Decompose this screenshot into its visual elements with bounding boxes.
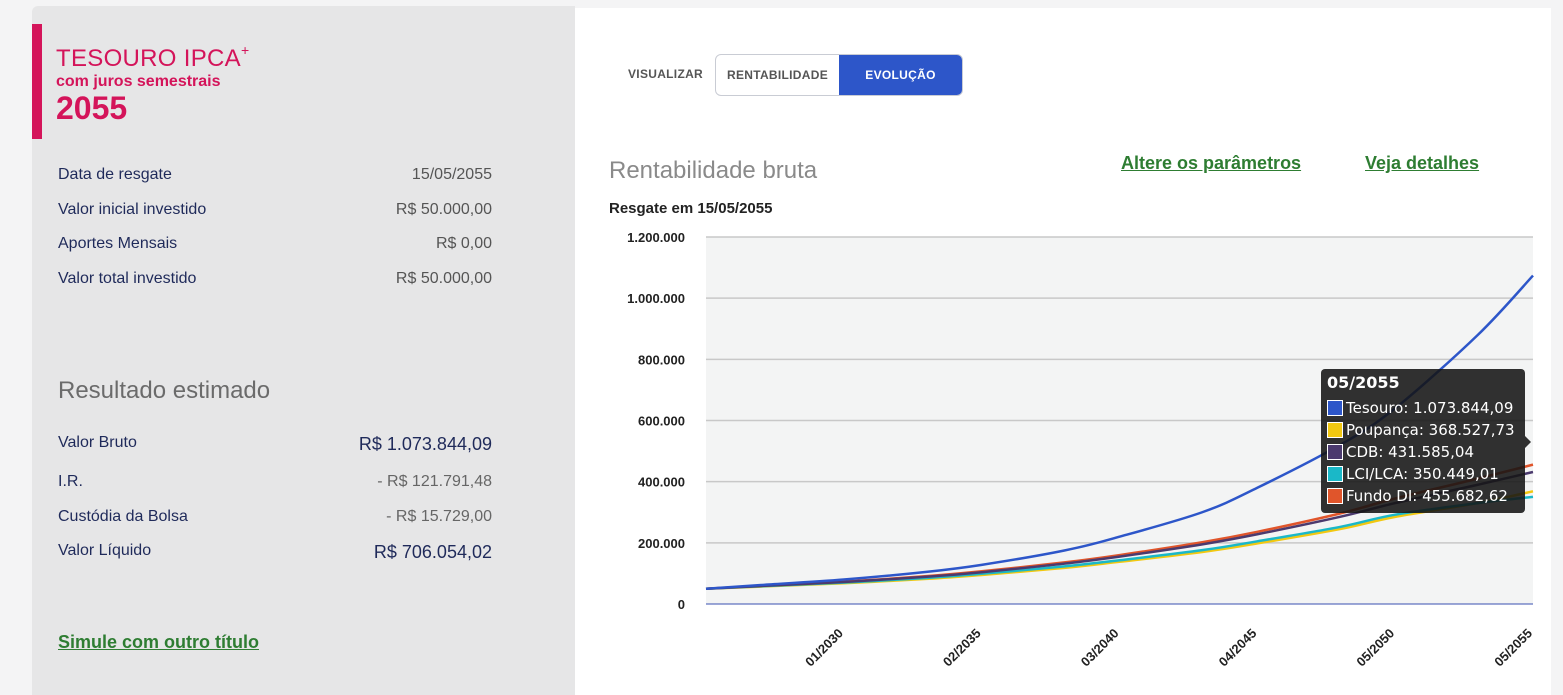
info-value: 15/05/2055 xyxy=(411,166,492,183)
result-label: Custódia da Bolsa xyxy=(58,508,188,525)
y-tick-label: 400.000 xyxy=(638,475,685,490)
tooltip-row-tesouro: Tesouro: 1.073.844,09 xyxy=(1327,399,1513,417)
product-year: 2055 xyxy=(56,90,128,126)
info-label: Valor total investido xyxy=(58,270,197,287)
title-accent-bar xyxy=(32,24,42,139)
tooltip-text: Tesouro: 1.073.844,09 xyxy=(1346,399,1514,417)
tooltip-row-cdb: CDB: 431.585,04 xyxy=(1327,443,1474,461)
result-value: - R$ 121.791,48 xyxy=(377,473,492,490)
x-tick-label: 03/2040 xyxy=(1078,626,1122,670)
product-subtitle: com juros semestrais xyxy=(56,73,221,90)
tooltip-caret xyxy=(1525,436,1531,448)
info-value: R$ 50.000,00 xyxy=(395,270,492,287)
chart-tooltip: 05/2055 Tesouro: 1.073.844,09 Poupança: … xyxy=(1321,369,1531,513)
x-tick-label: 02/2035 xyxy=(940,626,984,670)
tooltip-text: CDB: 431.585,04 xyxy=(1346,443,1475,461)
visualize-label: VISUALIZAR xyxy=(628,67,703,81)
simulate-other-title-link[interactable]: Simule com outro título xyxy=(58,632,259,652)
tooltip-swatch xyxy=(1327,466,1343,482)
y-tick-label: 0 xyxy=(678,597,685,612)
x-tick-label: 01/2030 xyxy=(802,626,846,670)
tooltip-text: Poupança: 368.527,73 xyxy=(1346,421,1515,439)
change-parameters-link[interactable]: Altere os parâmetros xyxy=(1121,153,1302,173)
tooltip-row-fundo-di: Fundo DI: 455.682,62 xyxy=(1327,487,1508,505)
x-tick-label: 05/2055 xyxy=(1491,626,1535,670)
tooltip-text: LCI/LCA: 350.449,01 xyxy=(1346,465,1499,483)
x-tick-label: 05/2050 xyxy=(1353,626,1397,670)
tooltip-row-poupanca: Poupança: 368.527,73 xyxy=(1327,421,1515,439)
info-label: Aportes Mensais xyxy=(58,235,178,252)
y-tick-label: 1.000.000 xyxy=(627,291,685,306)
chart-title: Rentabilidade bruta xyxy=(609,157,818,184)
product-title: TESOURO IPCA+ xyxy=(56,42,250,72)
y-tick-label: 200.000 xyxy=(638,536,685,551)
tooltip-text: Fundo DI: 455.682,62 xyxy=(1346,487,1508,505)
result-heading: Resultado estimado xyxy=(58,377,271,404)
chart-subtitle: Resgate em 15/05/2055 xyxy=(609,200,773,217)
toggle-rentabilidade-button[interactable]: RENTABILIDADE xyxy=(726,68,828,82)
result-value: - R$ 15.729,00 xyxy=(386,508,492,525)
result-value: R$ 1.073.844,09 xyxy=(358,434,492,454)
tooltip-title: 05/2055 xyxy=(1327,373,1400,392)
y-tick-label: 600.000 xyxy=(638,414,685,429)
tooltip-swatch xyxy=(1327,422,1343,438)
result-label: Valor Bruto xyxy=(58,434,137,451)
result-label: Valor Líquido xyxy=(58,542,152,559)
tooltip-swatch xyxy=(1327,444,1343,460)
title-superscript: + xyxy=(240,42,250,58)
info-value: R$ 50.000,00 xyxy=(395,201,492,218)
y-tick-label: 1.200.000 xyxy=(627,230,685,245)
tooltip-swatch xyxy=(1327,488,1343,504)
tooltip-swatch xyxy=(1327,400,1343,416)
y-tick-label: 800.000 xyxy=(638,352,685,367)
result-label: I.R. xyxy=(58,473,83,490)
simulation-summary-panel: TESOURO IPCA+ com juros semestrais 2055 … xyxy=(32,6,575,695)
tooltip-row-lci-lca: LCI/LCA: 350.449,01 xyxy=(1327,465,1499,483)
evolution-chart[interactable]: 0 200.000 400.000 600.000 800.000 1.000.000 1.… xyxy=(575,8,1551,695)
info-label: Valor inicial investido xyxy=(58,201,207,218)
x-tick-label: 04/2045 xyxy=(1216,626,1260,670)
see-details-link[interactable]: Veja detalhes xyxy=(1365,153,1480,173)
view-toggle: RENTABILIDADE EVOLUÇÃO xyxy=(715,54,963,96)
result-value: R$ 706.054,02 xyxy=(373,542,492,562)
info-label: Data de resgate xyxy=(58,166,172,183)
toggle-evolucao-button[interactable]: EVOLUÇÃO xyxy=(839,55,962,95)
info-value: R$ 0,00 xyxy=(435,235,492,252)
chart-panel: VISUALIZAR RENTABILIDADE EVOLUÇÃO Rentab… xyxy=(575,8,1551,695)
